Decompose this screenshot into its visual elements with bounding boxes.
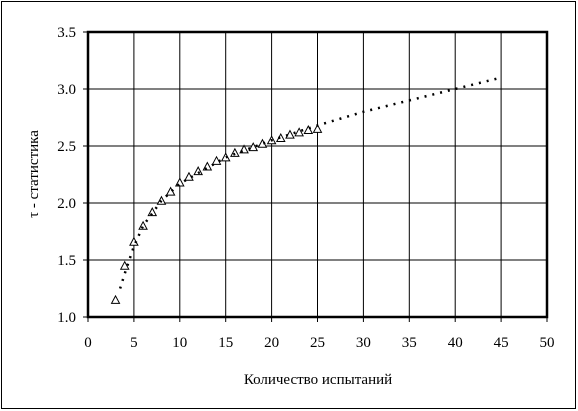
x-tick-label: 10 [172,335,187,351]
y-tick-label: 1.5 [57,253,76,269]
data-point [193,166,203,176]
x-tick-label: 30 [356,335,371,351]
data-point [248,142,259,152]
x-tick-label: 50 [540,335,555,351]
data-point [147,207,158,217]
data-point [294,127,304,137]
data-point [312,123,323,133]
data-point [119,260,130,270]
y-tick-label: 2.5 [57,139,76,155]
x-tick-label: 25 [310,335,325,351]
data-point [303,124,314,135]
x-tick-label: 20 [264,335,279,351]
x-tick-label: 0 [84,335,92,351]
y-tick-label: 3.0 [57,82,76,98]
y-tick-label: 3.5 [57,25,76,41]
x-tick-label: 15 [218,335,233,351]
x-tick-label: 5 [130,335,138,351]
y-axis-label: τ - статистика [26,130,42,218]
x-axis-label: Количество испытаний [244,372,392,388]
x-tick-label: 40 [448,335,463,351]
data-point [230,147,240,157]
x-tick-label: 45 [494,335,509,351]
y-tick-label: 1.0 [57,310,76,326]
data-point [110,294,121,304]
x-tick-label: 35 [402,335,417,351]
plot-area [86,30,549,319]
y-tick-label: 2.0 [57,196,76,212]
trend-line [118,76,502,289]
data-point [156,195,167,205]
